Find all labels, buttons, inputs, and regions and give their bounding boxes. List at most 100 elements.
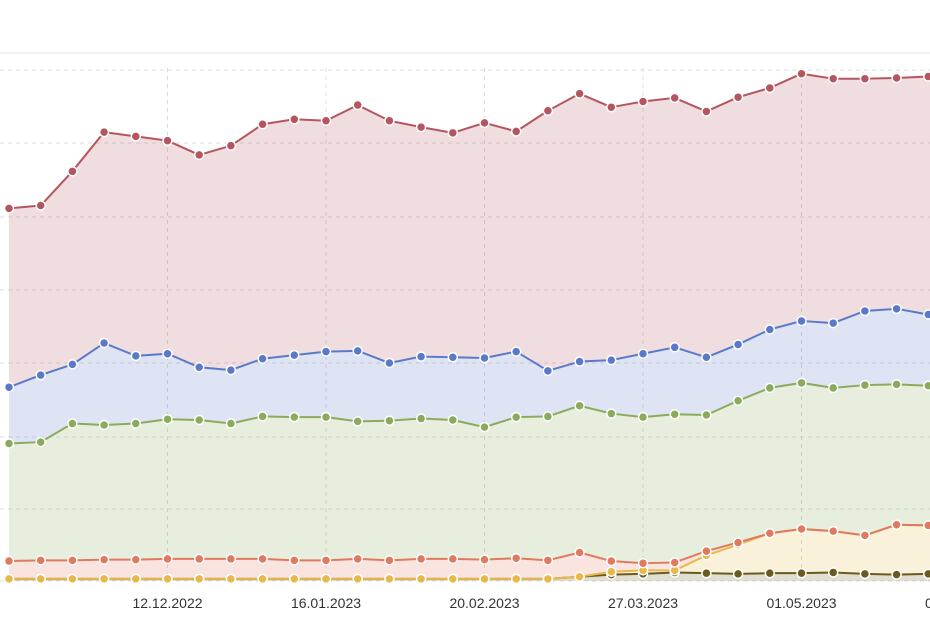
data-point[interactable] xyxy=(384,555,395,566)
data-point[interactable] xyxy=(764,567,776,579)
data-point[interactable] xyxy=(289,411,300,423)
data-point[interactable] xyxy=(289,573,300,585)
data-point[interactable] xyxy=(352,99,363,111)
data-point[interactable] xyxy=(479,554,490,565)
data-point[interactable] xyxy=(225,573,237,585)
data-point[interactable] xyxy=(289,555,300,566)
data-point[interactable] xyxy=(162,414,173,425)
data-point[interactable] xyxy=(923,309,930,320)
data-point[interactable] xyxy=(796,315,807,327)
data-point[interactable] xyxy=(479,573,490,585)
data-point[interactable] xyxy=(827,317,839,329)
data-point[interactable] xyxy=(130,418,142,429)
data-point[interactable] xyxy=(574,400,585,411)
data-point[interactable] xyxy=(320,411,332,423)
data-point[interactable] xyxy=(606,566,617,577)
data-point[interactable] xyxy=(764,82,776,94)
data-point[interactable] xyxy=(796,523,807,535)
data-point[interactable] xyxy=(827,73,839,84)
data-point[interactable] xyxy=(542,573,554,585)
data-point[interactable] xyxy=(606,555,617,567)
data-point[interactable] xyxy=(859,530,871,541)
data-point[interactable] xyxy=(320,555,332,566)
data-point[interactable] xyxy=(384,415,395,426)
data-point[interactable] xyxy=(574,547,585,558)
data-point[interactable] xyxy=(827,567,839,578)
data-point[interactable] xyxy=(891,303,902,315)
data-point[interactable] xyxy=(67,359,78,370)
data-point[interactable] xyxy=(225,140,237,151)
data-point[interactable] xyxy=(859,379,871,391)
data-point[interactable] xyxy=(257,573,268,585)
data-point[interactable] xyxy=(542,365,554,377)
data-point[interactable] xyxy=(415,121,427,133)
data-point[interactable] xyxy=(637,411,649,423)
data-point[interactable] xyxy=(732,339,744,350)
data-point[interactable] xyxy=(669,557,680,568)
data-point[interactable] xyxy=(891,379,902,390)
data-point[interactable] xyxy=(193,573,205,585)
data-point[interactable] xyxy=(796,68,807,79)
data-point[interactable] xyxy=(732,537,744,548)
data-point[interactable] xyxy=(732,91,744,103)
data-point[interactable] xyxy=(225,364,237,376)
data-point[interactable] xyxy=(827,525,839,537)
data-point[interactable] xyxy=(447,352,459,363)
data-point[interactable] xyxy=(415,553,427,565)
data-point[interactable] xyxy=(98,419,110,431)
data-point[interactable] xyxy=(415,413,427,424)
data-point[interactable] xyxy=(98,554,110,565)
data-point[interactable] xyxy=(732,568,744,580)
data-point[interactable] xyxy=(352,553,363,565)
data-point[interactable] xyxy=(574,88,585,99)
data-point[interactable] xyxy=(3,203,15,214)
data-point[interactable] xyxy=(701,545,712,557)
data-point[interactable] xyxy=(35,555,46,566)
data-point[interactable] xyxy=(447,127,459,139)
data-point[interactable] xyxy=(701,567,712,579)
data-point[interactable] xyxy=(35,436,46,448)
data-point[interactable] xyxy=(3,381,15,393)
data-point[interactable] xyxy=(352,345,363,357)
data-point[interactable] xyxy=(289,349,300,361)
data-point[interactable] xyxy=(289,114,300,125)
data-point[interactable] xyxy=(415,351,427,362)
data-point[interactable] xyxy=(859,73,871,84)
data-point[interactable] xyxy=(542,411,554,422)
data-point[interactable] xyxy=(257,411,268,422)
data-point[interactable] xyxy=(320,115,332,126)
data-point[interactable] xyxy=(764,382,776,394)
data-point[interactable] xyxy=(67,418,78,429)
data-point[interactable] xyxy=(447,573,459,585)
data-point[interactable] xyxy=(67,573,78,585)
data-point[interactable] xyxy=(193,553,205,565)
data-point[interactable] xyxy=(130,131,142,142)
data-point[interactable] xyxy=(35,573,46,585)
data-point[interactable] xyxy=(923,568,930,580)
data-point[interactable] xyxy=(923,71,930,82)
data-point[interactable] xyxy=(415,573,427,585)
data-point[interactable] xyxy=(510,346,522,357)
data-point[interactable] xyxy=(764,324,776,335)
data-point[interactable] xyxy=(3,573,15,585)
data-point[interactable] xyxy=(923,380,930,392)
data-point[interactable] xyxy=(510,573,522,585)
data-point[interactable] xyxy=(574,571,585,582)
data-point[interactable] xyxy=(98,573,110,585)
data-point[interactable] xyxy=(384,573,395,585)
data-point[interactable] xyxy=(637,96,649,107)
data-point[interactable] xyxy=(891,519,902,530)
data-point[interactable] xyxy=(732,395,744,406)
data-point[interactable] xyxy=(320,573,332,585)
data-point[interactable] xyxy=(162,135,173,146)
data-point[interactable] xyxy=(764,528,776,539)
data-point[interactable] xyxy=(796,377,807,389)
data-point[interactable] xyxy=(35,369,46,381)
data-point[interactable] xyxy=(3,555,15,567)
data-point[interactable] xyxy=(35,200,46,211)
data-point[interactable] xyxy=(923,520,930,531)
data-point[interactable] xyxy=(257,119,268,130)
data-point[interactable] xyxy=(574,356,585,367)
data-point[interactable] xyxy=(352,573,363,585)
data-point[interactable] xyxy=(510,126,522,137)
